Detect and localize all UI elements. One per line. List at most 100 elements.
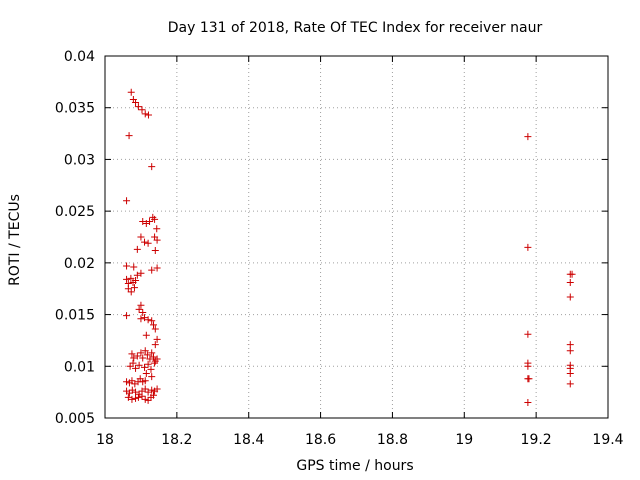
data-point-plus-marker [524, 362, 532, 370]
data-point-plus-marker [148, 386, 156, 394]
data-point-plus-marker [137, 269, 145, 277]
data-point-plus-marker [566, 279, 574, 287]
data-point-plus-marker [148, 373, 156, 381]
x-tick-label: 19 [455, 432, 473, 448]
y-tick-label: 0.03 [64, 152, 95, 168]
x-tick-label: 18.6 [305, 432, 336, 448]
data-point-plus-marker [141, 110, 149, 118]
data-point-plus-marker [139, 354, 147, 362]
data-point-plus-marker [135, 361, 143, 369]
data-point-plus-marker [566, 380, 574, 388]
data-point-plus-marker [137, 349, 145, 357]
data-point-plus-marker [568, 270, 576, 278]
data-point-plus-marker [150, 391, 158, 399]
data-point-plus-marker [142, 331, 150, 339]
y-tick-label: 0.035 [55, 101, 95, 117]
data-point-plus-marker [127, 288, 135, 296]
data-point-plus-marker [123, 275, 131, 283]
data-point-plus-marker [150, 321, 158, 329]
data-points [123, 88, 576, 406]
data-point-plus-marker [132, 276, 140, 284]
data-point-plus-marker [151, 215, 159, 223]
data-point-plus-marker [123, 262, 131, 270]
y-axis-title: ROTI / TECUs [7, 194, 23, 286]
data-point-plus-marker [148, 349, 156, 357]
data-point-plus-marker [125, 389, 133, 397]
data-point-plus-marker [123, 378, 131, 386]
data-point-plus-marker [153, 385, 161, 393]
x-tick-label: 18.4 [233, 432, 264, 448]
data-point-plus-marker [123, 312, 131, 320]
data-point-plus-marker [151, 246, 159, 254]
y-tick-label: 0.015 [55, 308, 95, 324]
data-point-plus-marker [525, 375, 533, 383]
grid-lines [105, 56, 608, 418]
data-point-plus-marker [147, 365, 155, 373]
data-point-plus-marker [144, 396, 152, 404]
data-point-plus-marker [141, 363, 149, 371]
data-point-plus-marker [138, 106, 146, 114]
data-point-plus-marker [129, 359, 137, 367]
data-point-plus-marker [132, 99, 140, 107]
data-point-plus-marker [524, 133, 532, 141]
data-point-plus-marker [566, 293, 574, 301]
data-point-plus-marker [566, 347, 574, 355]
y-tick-label: 0.01 [64, 359, 95, 375]
data-point-plus-marker [148, 266, 156, 274]
y-tick-label: 0.025 [55, 204, 95, 220]
data-point-plus-marker [153, 225, 161, 233]
data-point-plus-marker [141, 395, 149, 403]
data-point-plus-marker [144, 360, 152, 368]
data-point-plus-marker [144, 239, 152, 247]
data-point-plus-marker [141, 238, 149, 246]
data-point-plus-marker [146, 217, 154, 225]
data-point-plus-marker [148, 163, 156, 171]
x-tick-label: 18.2 [161, 432, 192, 448]
y-tick-label: 0.04 [64, 49, 95, 65]
chart-title: Day 131 of 2018, Rate Of TEC Index for r… [168, 20, 543, 36]
data-point-plus-marker [132, 364, 140, 372]
data-point-plus-marker [146, 355, 154, 363]
data-point-plus-marker [133, 271, 141, 279]
data-point-plus-marker [144, 316, 152, 324]
data-point-plus-marker [566, 341, 574, 349]
data-point-plus-marker [124, 285, 132, 293]
data-point-plus-marker [123, 197, 131, 205]
data-point-plus-marker [153, 236, 161, 244]
data-point-plus-marker [130, 354, 138, 362]
data-point-plus-marker [141, 385, 149, 393]
data-point-plus-marker [128, 377, 136, 385]
data-point-plus-marker [125, 132, 133, 140]
data-point-plus-marker [137, 301, 145, 309]
y-tick-label: 0.005 [55, 411, 95, 427]
data-point-plus-marker [137, 315, 145, 323]
data-point-plus-marker [153, 264, 161, 272]
data-point-plus-marker [153, 335, 161, 343]
data-point-plus-marker [138, 392, 146, 400]
data-point-plus-marker [524, 330, 532, 338]
data-point-plus-marker [126, 362, 134, 370]
x-tick-label: 19.4 [592, 432, 623, 448]
plot-frame [104, 55, 609, 419]
data-point-plus-marker [135, 305, 143, 313]
data-point-plus-marker [148, 317, 156, 325]
x-tick-label: 19.2 [521, 432, 552, 448]
data-point-plus-marker [141, 314, 149, 322]
data-point-plus-marker [124, 393, 132, 401]
y-tick-label: 0.02 [64, 256, 95, 272]
data-point-plus-marker [143, 351, 151, 359]
data-point-plus-marker [130, 284, 138, 292]
data-point-plus-marker [137, 233, 145, 241]
data-point-plus-marker [134, 103, 142, 111]
x-tick-label: 18 [96, 432, 114, 448]
data-point-plus-marker [133, 352, 141, 360]
data-point-plus-marker [524, 243, 532, 251]
data-point-plus-marker [133, 245, 141, 253]
data-point-plus-marker [128, 395, 136, 403]
data-point-plus-marker [142, 370, 150, 378]
data-point-plus-marker [132, 394, 140, 402]
data-point-plus-marker [132, 388, 140, 396]
data-point-plus-marker [130, 263, 138, 271]
